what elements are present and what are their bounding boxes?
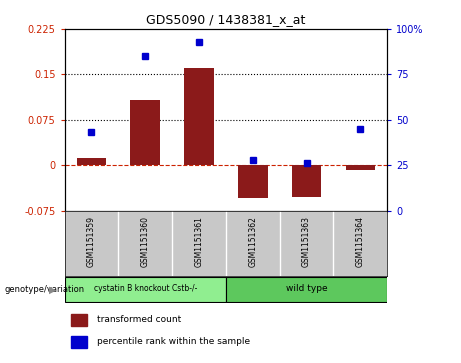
Bar [184, 68, 214, 165]
Title: GDS5090 / 1438381_x_at: GDS5090 / 1438381_x_at [146, 13, 306, 26]
Bar [238, 165, 267, 199]
Text: GSM1151362: GSM1151362 [248, 216, 257, 267]
Text: GSM1151360: GSM1151360 [141, 216, 150, 267]
Bar [71, 335, 87, 348]
Text: ▶: ▶ [49, 285, 57, 294]
Bar [346, 165, 375, 170]
Bar [77, 158, 106, 165]
Bar [71, 314, 87, 326]
Text: transformed count: transformed count [97, 315, 181, 325]
Bar [226, 277, 387, 302]
Bar [130, 100, 160, 165]
Bar [65, 277, 226, 302]
Text: GSM1151364: GSM1151364 [356, 216, 365, 267]
Text: wild type: wild type [286, 285, 327, 293]
Text: GSM1151363: GSM1151363 [302, 216, 311, 267]
Text: genotype/variation: genotype/variation [5, 285, 85, 294]
Text: percentile rank within the sample: percentile rank within the sample [97, 337, 250, 346]
Text: GSM1151361: GSM1151361 [195, 216, 203, 267]
Bar [292, 165, 321, 197]
Text: GSM1151359: GSM1151359 [87, 216, 96, 267]
Text: cystatin B knockout Cstb-/-: cystatin B knockout Cstb-/- [94, 285, 197, 293]
